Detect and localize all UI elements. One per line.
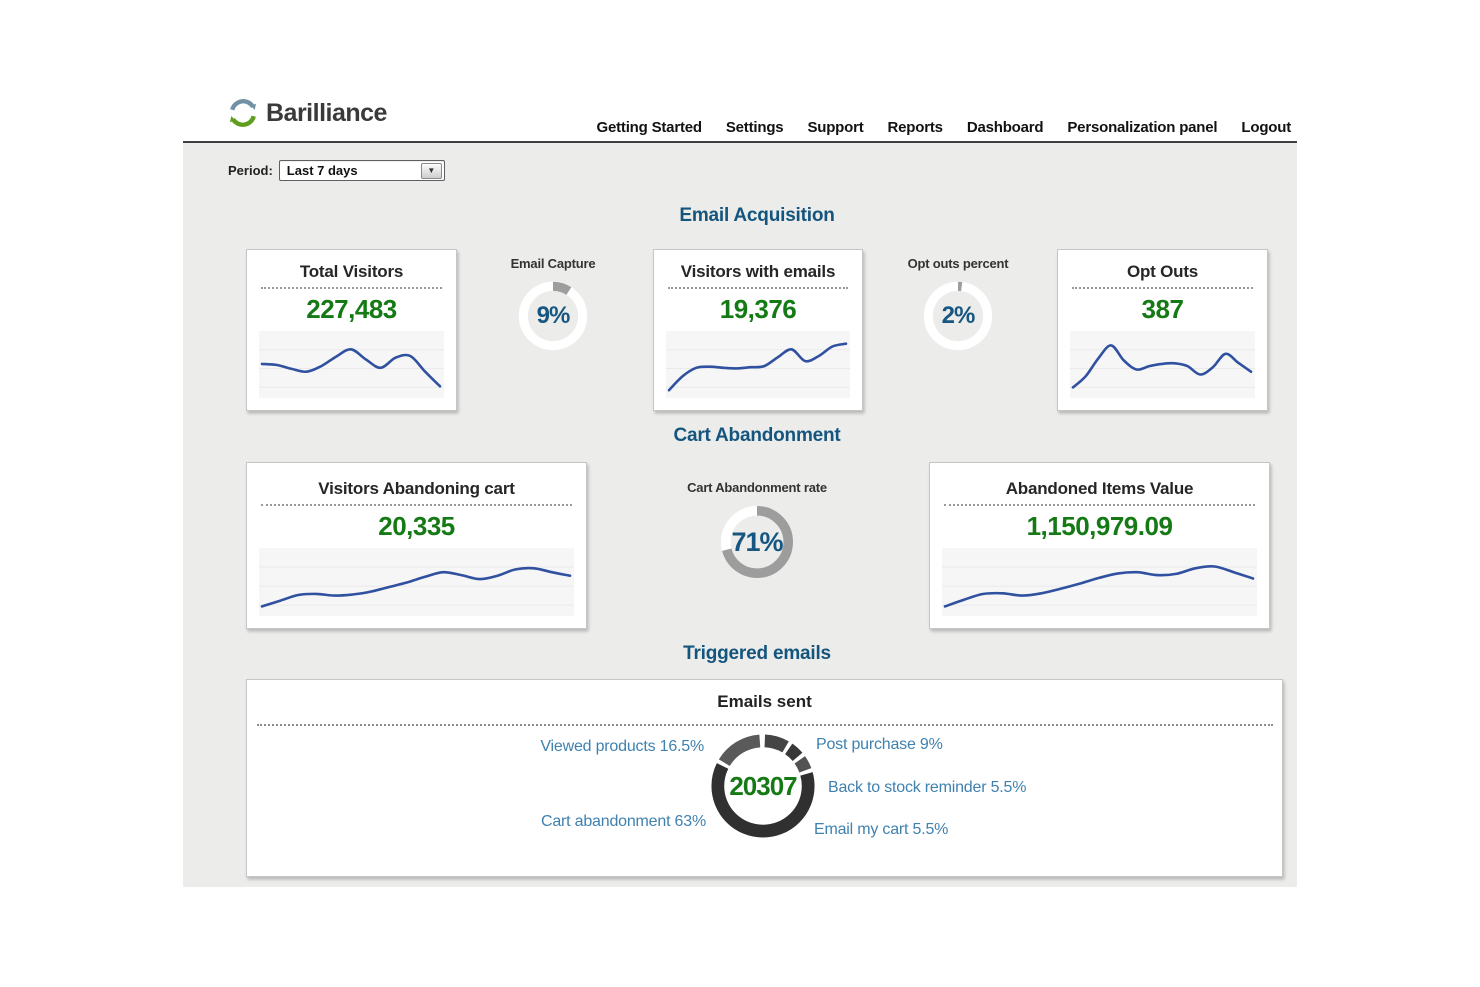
card-abandoned-items-value: Abandoned Items Value 1,150,979.09 [929,462,1270,629]
period-select[interactable]: Last 7 days ▼ [278,160,445,181]
card-visitors-with-emails: Visitors with emails 19,376 [653,249,863,411]
gauge-ring-cart-abandonment-rate [717,502,797,582]
pie-label-email-my-cart: Email my cart 5.5% [814,821,949,838]
top-nav: Getting Started Settings Support Reports… [183,119,1292,136]
gauge-label-opt-outs-percent: Opt outs percent [907,256,1009,271]
gauge-value-cart-abandonment-rate: 71% [731,526,783,557]
period-select-value: Last 7 days [286,163,358,178]
nav-dashboard[interactable]: Dashboard [966,119,1044,136]
card-opt-outs: Opt Outs 387 [1057,249,1268,411]
gauge-label-email-capture: Email Capture [510,256,596,271]
sparkline-abandoned-items-value [942,548,1257,616]
card-title-abandoned-items-value: Abandoned Items Value [1005,479,1194,498]
section-title-email-acquisition: Email Acquisition [679,205,835,226]
sparkline-opt-outs [1070,331,1255,398]
card-title-emails-sent: Emails sent [717,692,812,711]
metric-value-visitors-with-emails: 19,376 [719,294,797,324]
nav-logout[interactable]: Logout [1241,119,1291,136]
card-title-visitors-abandoning-cart: Visitors Abandoning cart [318,479,515,498]
gauge-ring-opt-outs-percent [920,278,996,354]
card-total-visitors: Total Visitors 227,483 [246,249,457,411]
nav-getting-started[interactable]: Getting Started [596,119,703,136]
section-title-triggered-emails: Triggered emails [683,643,831,664]
metric-value-total-visitors: 227,483 [306,294,397,324]
emails-sent-donut-ring [709,732,817,840]
dotted-divider [944,504,1255,506]
refresh-swirl-icon [226,96,260,130]
card-title-visitors-with-emails: Visitors with emails [680,262,836,281]
dotted-divider [1072,287,1253,289]
card-emails-sent: Emails sent Viewed products 16.5% Post p… [246,679,1283,877]
brand-name: Barilliance [266,98,387,127]
brand-logo[interactable]: Barilliance [226,96,387,130]
dotted-divider [668,287,848,289]
pie-label-viewed-products: Viewed products 16.5% [540,738,704,755]
period-control: Period: Last 7 days ▼ [228,160,445,181]
metric-value-opt-outs: 387 [1141,294,1184,324]
sparkline-visitors-with-emails [666,331,850,398]
header-divider [183,141,1297,143]
emails-sent-total: 20307 [729,770,797,801]
nav-personalization-panel[interactable]: Personalization panel [1067,119,1218,136]
metric-value-abandoned-items-value: 1,150,979.09 [1026,511,1173,541]
nav-reports[interactable]: Reports [887,119,943,136]
dashboard-panel: Period: Last 7 days ▼ Email Acquisition … [183,143,1297,887]
emails-sent-donut: 20307 [709,732,817,840]
card-title-opt-outs: Opt Outs [1126,262,1199,281]
gauge-opt-outs-percent: Opt outs percent 2% [880,256,1036,354]
dotted-divider [261,287,442,289]
metric-value-visitors-abandoning-cart: 20,335 [378,511,455,541]
card-title-total-visitors: Total Visitors [299,262,404,281]
gauge-value-email-capture: 9% [536,302,571,329]
section-title-cart-abandonment: Cart Abandonment [673,425,841,446]
sparkline-total-visitors [259,331,444,398]
gauge-label-cart-abandonment-rate: Cart Abandonment rate [687,480,827,495]
period-label: Period: [228,163,273,178]
gauge-email-capture: Email Capture 9% [475,256,631,354]
pie-label-cart-abandonment: Cart abandonment 63% [540,813,706,830]
gauge-cart-abandonment-rate: Cart Abandonment rate 71% [679,480,835,582]
nav-support[interactable]: Support [807,119,864,136]
gauge-ring-email-capture [515,278,591,354]
sparkline-visitors-abandoning-cart [259,548,574,616]
pie-label-post-purchase: Post purchase 9% [816,736,943,753]
nav-settings[interactable]: Settings [725,119,784,136]
dropdown-arrow-icon[interactable]: ▼ [420,162,442,179]
dotted-divider [257,724,1273,726]
gauge-value-opt-outs-percent: 2% [941,302,976,329]
card-visitors-abandoning-cart: Visitors Abandoning cart 20,335 [246,462,587,629]
pie-label-back-to-stock: Back to stock reminder 5.5% [828,779,1027,796]
dotted-divider [261,504,572,506]
